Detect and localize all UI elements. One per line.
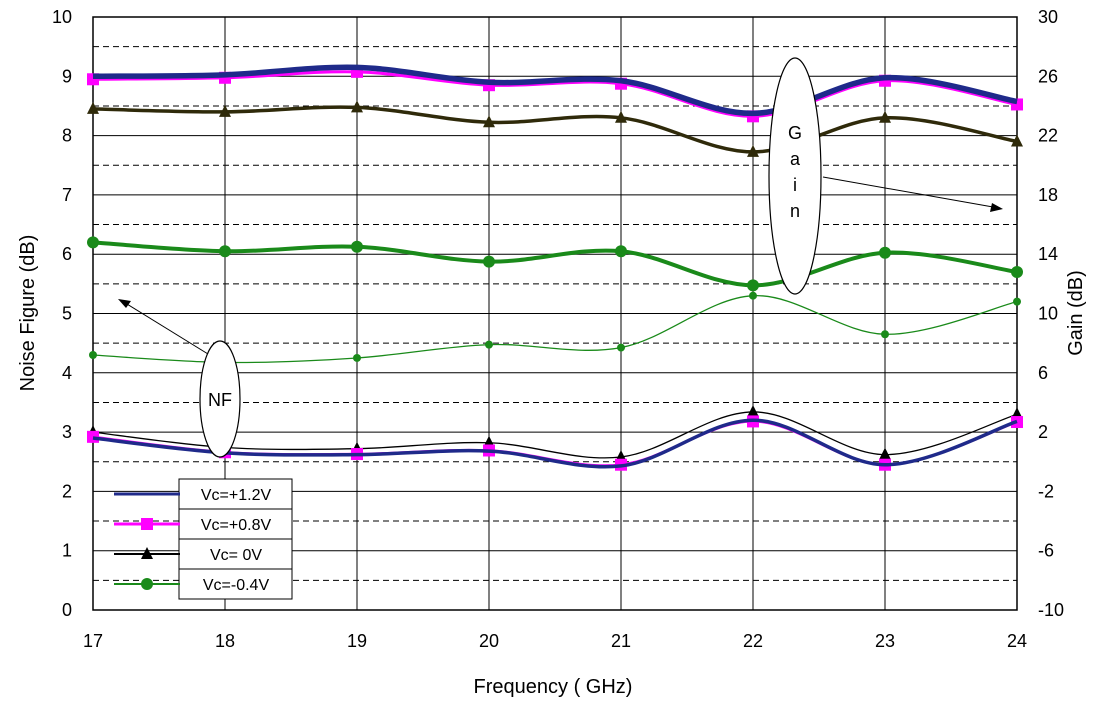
data-point-circle <box>615 245 627 258</box>
y-tick-label: 0 <box>62 600 72 620</box>
data-point-circle <box>87 236 99 249</box>
y2-tick-label: 2 <box>1038 422 1048 442</box>
gain-letter-a: a <box>790 149 801 169</box>
y-tick-label: 8 <box>62 126 72 146</box>
data-point-triangle <box>1011 134 1023 147</box>
y-tick-label: 10 <box>52 7 72 27</box>
y-axis-title: Noise Figure (dB) <box>17 235 39 392</box>
x-tick-label: 23 <box>875 631 895 651</box>
series-line <box>92 240 1018 288</box>
y-tick-label: 1 <box>62 541 72 561</box>
data-point-circle <box>879 246 891 259</box>
series-nf-vc12v <box>92 418 1018 469</box>
legend-label-vc-p08: Vc=+0.8V <box>201 517 272 534</box>
data-point-triangle <box>747 144 759 157</box>
y2-tick-label: 6 <box>1038 363 1048 383</box>
x-tick-label: 17 <box>83 631 103 651</box>
series-line <box>92 65 1018 116</box>
data-point-circle <box>1013 297 1021 306</box>
y2-axis-title: Gain (dB) <box>1065 270 1087 356</box>
y2-tick-label: -10 <box>1038 600 1064 620</box>
nf-annotation-label: NF <box>208 390 232 410</box>
gain-arrowhead <box>990 203 1003 212</box>
data-point-circle <box>1011 265 1023 278</box>
data-point-triangle <box>219 104 231 117</box>
y-tick-label: 9 <box>62 66 72 86</box>
x-tick-label: 19 <box>347 631 367 651</box>
legend-label-vc-p12: Vc=+1.2V <box>201 487 272 504</box>
series-line <box>92 295 1018 364</box>
x-tick-label: 21 <box>611 631 631 651</box>
series-line <box>92 418 1018 469</box>
data-point-triangle <box>879 447 891 460</box>
tick-labels: 17 18 19 20 21 22 23 24012345678910-10-6-226101… <box>52 7 1064 651</box>
gain-ellipse <box>768 57 822 295</box>
series <box>87 64 1023 471</box>
data-point-triangle <box>615 110 627 123</box>
gain-arrow <box>822 176 994 208</box>
data-point-triangle <box>87 101 99 114</box>
y2-tick-label: 22 <box>1038 126 1058 146</box>
plot-frame <box>92 16 1018 611</box>
data-point-circle <box>219 245 231 258</box>
nf-arrow <box>126 303 209 355</box>
data-point-circle <box>881 330 889 339</box>
x-tick-label: 24 <box>1007 631 1027 651</box>
data-point-circle <box>749 291 757 300</box>
data-point-circle <box>485 340 493 349</box>
y-tick-label: 5 <box>62 304 72 324</box>
legend: Vc=+1.2V Vc=+0.8V Vc= 0V Vc=-0.4V <box>114 478 293 600</box>
y-tick-label: 7 <box>62 185 72 205</box>
y2-tick-label: 30 <box>1038 7 1058 27</box>
data-point-circle <box>89 351 97 360</box>
x-tick-label: 18 <box>215 631 235 651</box>
gain-letter-g: G <box>788 123 802 143</box>
legend-marker-square <box>141 518 153 530</box>
y2-tick-label: 10 <box>1038 304 1058 324</box>
gain-letter-i: i <box>793 175 797 195</box>
legend-marker-circle <box>141 578 153 590</box>
gain-annotation: G a i n <box>768 57 1003 295</box>
nf-annotation: NF <box>118 299 241 458</box>
data-point-circle <box>483 255 495 268</box>
gain-letter-n: n <box>790 201 800 221</box>
y-tick-label: 6 <box>62 244 72 264</box>
series-gain-vc04v <box>87 236 1023 292</box>
x-axis-title: Frequency ( GHz) <box>474 676 633 698</box>
x-tick-label: 22 <box>743 631 763 651</box>
data-point-circle <box>351 240 363 253</box>
y-tick-label: 4 <box>62 363 72 383</box>
legend-label-vc-0: Vc= 0V <box>210 547 262 564</box>
y2-tick-label: -6 <box>1038 541 1054 561</box>
data-point-triangle <box>879 110 891 123</box>
data-point-triangle <box>483 115 495 128</box>
y2-tick-label: 26 <box>1038 66 1058 86</box>
data-point-circle <box>353 353 361 362</box>
legend-marker-triangle <box>141 547 153 559</box>
y-tick-label: 3 <box>62 422 72 442</box>
series-line <box>92 70 1018 118</box>
series-gain-vc0v <box>87 100 1023 157</box>
y2-tick-label: 18 <box>1038 185 1058 205</box>
y-tick-label: 2 <box>62 481 72 501</box>
y2-tick-label: 14 <box>1038 244 1058 264</box>
series-line <box>92 411 1018 459</box>
legend-label-vc-m04: Vc=-0.4V <box>203 577 270 594</box>
data-point-circle <box>747 279 759 292</box>
x-tick-label: 20 <box>479 631 499 651</box>
data-point-triangle <box>351 100 363 113</box>
nf-arrowhead <box>118 299 131 308</box>
data-point-triangle <box>747 404 759 417</box>
nf-ellipse <box>199 340 241 458</box>
data-point-circle <box>617 343 625 352</box>
y2-tick-label: -2 <box>1038 481 1054 501</box>
series-gain-vc12v <box>92 64 1018 117</box>
series-line <box>92 105 1018 154</box>
